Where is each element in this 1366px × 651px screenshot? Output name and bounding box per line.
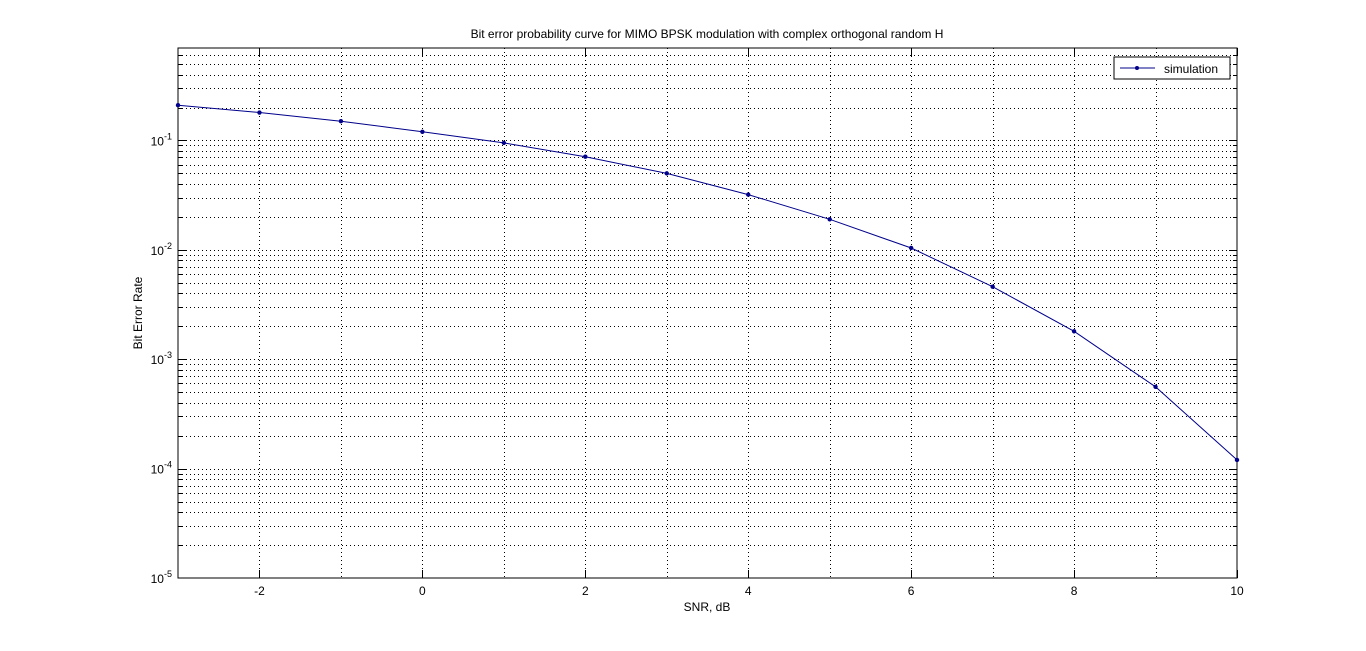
data-point bbox=[827, 217, 832, 222]
chart-title: Bit error probability curve for MIMO BPS… bbox=[471, 27, 944, 41]
series-line-simulation bbox=[177, 104, 1238, 461]
data-point bbox=[257, 110, 262, 115]
x-tick-label: 4 bbox=[745, 584, 752, 598]
data-point bbox=[175, 102, 181, 108]
data-point bbox=[583, 154, 588, 159]
legend-entry-simulation: simulation bbox=[1164, 62, 1218, 76]
x-tick-label: 10 bbox=[1230, 584, 1244, 598]
data-point bbox=[664, 171, 669, 176]
x-tick-label: -2 bbox=[254, 584, 265, 598]
legend: simulation bbox=[1113, 56, 1231, 80]
x-tick-label: 0 bbox=[419, 584, 426, 598]
data-point bbox=[1153, 384, 1158, 389]
y-axis-label: Bit Error Rate bbox=[131, 276, 145, 349]
data-point bbox=[990, 284, 995, 289]
legend-marker bbox=[1135, 66, 1139, 70]
y-tick-label: 10-3 bbox=[151, 350, 172, 367]
data-point bbox=[338, 118, 344, 124]
x-tick-label: 8 bbox=[1071, 584, 1078, 598]
data-point bbox=[420, 129, 425, 134]
plot-area bbox=[177, 47, 1238, 579]
grid-lines bbox=[178, 48, 1237, 578]
y-tick-label: 10-2 bbox=[151, 241, 172, 258]
y-tick-label: 10-4 bbox=[151, 460, 172, 477]
y-tick-labels: 10-1 10-2 10-3 10-4 10-5 bbox=[151, 131, 172, 586]
series-group bbox=[175, 102, 1240, 463]
data-point bbox=[746, 192, 751, 197]
data-point bbox=[1234, 457, 1240, 463]
x-tick-labels: -2 0 2 4 6 8 10 bbox=[254, 584, 1244, 598]
data-point bbox=[1071, 329, 1077, 334]
data-point bbox=[501, 140, 507, 146]
x-tick-label: 2 bbox=[582, 584, 589, 598]
y-tick-label: 10-1 bbox=[151, 131, 172, 148]
y-tick-label: 10-5 bbox=[151, 569, 172, 586]
axis-ticks bbox=[178, 48, 1238, 578]
x-axis-label: SNR, dB bbox=[684, 600, 731, 614]
x-tick-label: 6 bbox=[908, 584, 915, 598]
legend-box bbox=[1113, 56, 1231, 80]
data-point bbox=[908, 245, 914, 251]
